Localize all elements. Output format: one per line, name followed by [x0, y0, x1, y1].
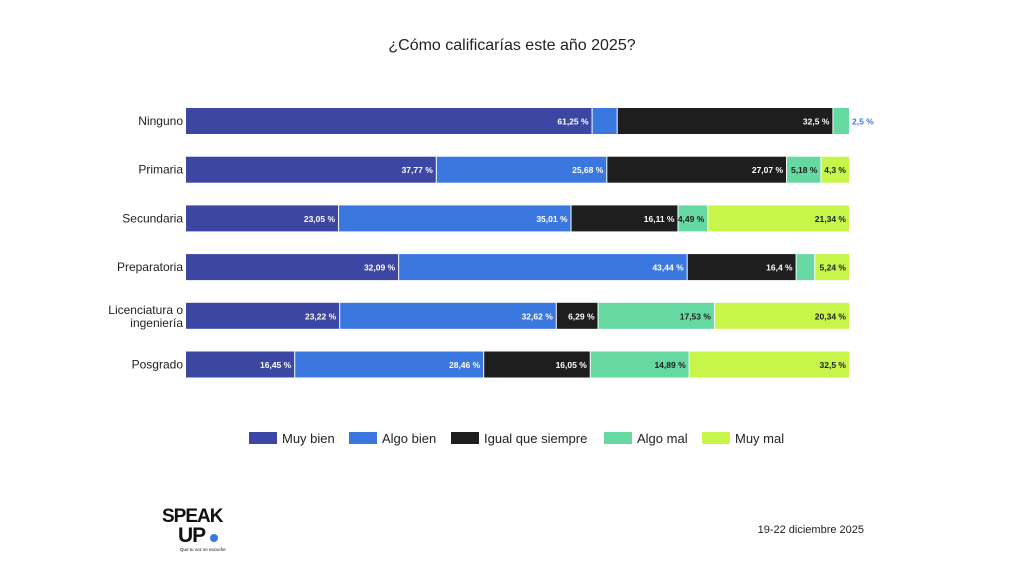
data-label: 16,4 % [766, 263, 793, 273]
bar-segment [340, 302, 556, 329]
data-label: 16,45 % [260, 360, 292, 370]
bar-segment [590, 351, 689, 378]
data-label: 32,5 % [803, 117, 830, 127]
data-label: 35,01 % [536, 214, 568, 224]
bar-segment [833, 108, 849, 134]
data-label: 37,77 % [402, 165, 434, 175]
data-label: 4,3 % [824, 165, 846, 175]
bar-segment [678, 205, 708, 232]
bar-segment [186, 205, 339, 232]
legend-swatch [604, 432, 632, 444]
legend-label: Igual que siempre [484, 431, 587, 446]
legend-item: Algo mal [604, 431, 688, 446]
data-label: 20,34 % [815, 311, 847, 321]
legend-swatch [451, 432, 479, 444]
data-label: 16,05 % [556, 360, 588, 370]
legend-label: Algo mal [637, 431, 688, 446]
legend: Muy bien Algo bien Igual que siempre Algo m… [249, 431, 784, 446]
svg-text:SPEAK: SPEAK [162, 506, 224, 527]
data-label: 27,07 % [752, 165, 784, 175]
legend-item: Muy bien [249, 431, 335, 446]
bar-segment [592, 108, 617, 134]
speakup-logo: SPEAK UP Que tu voz se escuche [162, 506, 226, 552]
data-label: 5,24 % [820, 263, 847, 273]
bar-segment [689, 351, 849, 378]
bar-segment [295, 351, 484, 378]
data-label: 32,5 % [820, 360, 847, 370]
bar-segment [339, 205, 571, 232]
data-label: 14,89 % [654, 360, 686, 370]
data-label: 32,62 % [522, 311, 554, 321]
bar-segment [484, 351, 590, 378]
bar-segment [556, 302, 598, 329]
data-label: 6,29 % [568, 311, 595, 321]
data-label: 25,68 % [572, 165, 604, 175]
bar-segment [708, 205, 849, 232]
data-label: 23,05 % [304, 214, 336, 224]
bar-segment [186, 302, 340, 329]
bar-segment [687, 254, 796, 281]
data-label: 32,09 % [364, 263, 396, 273]
data-label: 23,22 % [305, 311, 337, 321]
bar-segment [186, 108, 592, 134]
bar-segment [186, 254, 399, 281]
data-label: 16,11 % [644, 214, 675, 224]
bar-segment [186, 351, 295, 378]
category-label: Licenciatura o ingeniería [108, 303, 183, 330]
bar-segment [399, 254, 687, 281]
legend-item: Algo bien [349, 431, 436, 446]
svg-text:UP: UP [178, 524, 206, 547]
bar-segment [815, 254, 849, 281]
bar-segment [571, 205, 678, 232]
legend-swatch [249, 432, 277, 444]
bar-segment [787, 156, 821, 183]
data-label: 21,34 % [815, 214, 847, 224]
data-label: 4,49 % [678, 214, 705, 224]
category-label: Posgrado [132, 358, 184, 372]
legend-swatch [349, 432, 377, 444]
category-label: Preparatoria [117, 260, 183, 274]
data-label: 28,46 % [449, 360, 481, 370]
bar-segment [186, 156, 436, 183]
footer-date: 19-22 diciembre 2025 [757, 524, 864, 536]
legend-label: Algo bien [382, 431, 436, 446]
legend-label: Muy mal [735, 431, 784, 446]
bar-segment [821, 156, 849, 183]
legend-item: Igual que siempre [451, 431, 587, 446]
data-label: 2,5 % [852, 117, 874, 127]
legend-label: Muy bien [282, 431, 335, 446]
bar-segment [598, 302, 714, 329]
data-label: 61,25 % [557, 117, 589, 127]
bar-segment [714, 302, 849, 329]
bar-segment [436, 156, 607, 183]
category-label: Primaria [138, 163, 183, 177]
data-label: 43,44 % [652, 263, 684, 273]
category-label: Secundaria [122, 211, 183, 225]
legend-swatch [702, 432, 730, 444]
category-label: Ninguno [138, 114, 183, 128]
svg-text:Que tu voz se escuche: Que tu voz se escuche [180, 547, 226, 552]
bar-segment [796, 254, 815, 281]
bar-segment [607, 156, 787, 183]
data-label: 17,53 % [680, 311, 712, 321]
data-label: 5,18 % [791, 165, 818, 175]
legend-item: Muy mal [702, 431, 784, 446]
bar-segment [617, 108, 833, 134]
chart-title: ¿Cómo calificarías este año 2025? [388, 37, 635, 54]
